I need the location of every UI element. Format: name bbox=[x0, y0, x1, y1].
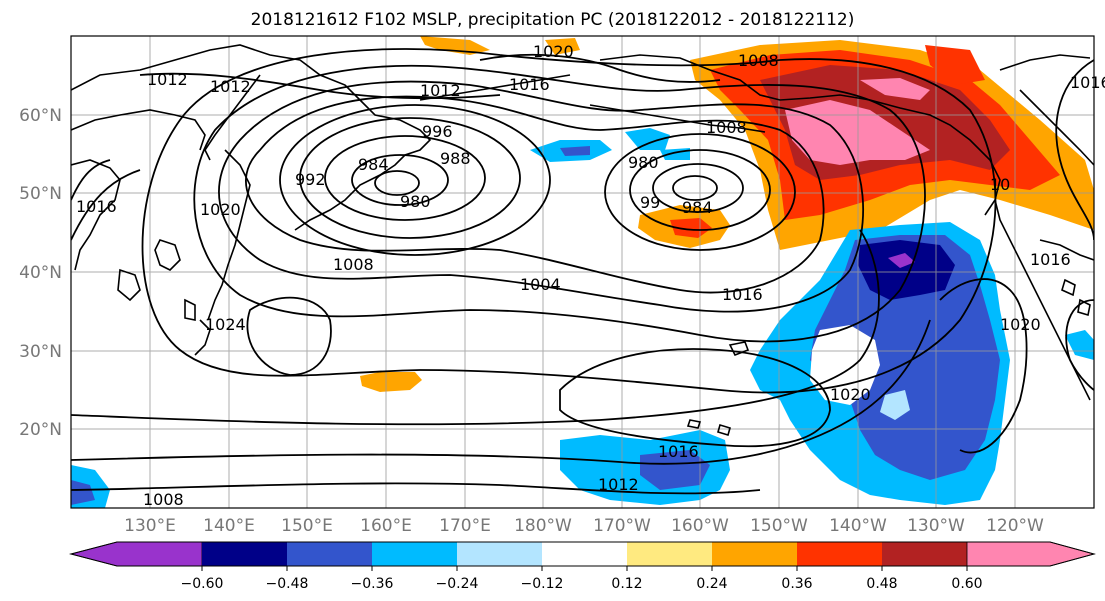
contour-label: 1016 bbox=[722, 285, 763, 304]
contour-label: 1016 bbox=[1070, 73, 1105, 92]
negative-anomaly-east-pacific-hole2 bbox=[880, 390, 910, 420]
mslp-contours bbox=[71, 48, 1094, 495]
colorbar-tick-labels: −0.60 −0.48 −0.36 −0.24 −0.12 0.12 0.24 … bbox=[181, 576, 983, 592]
contour-label: 984 bbox=[358, 155, 389, 174]
contour-labels: 1020 1016 1012 1012 1008 996 984 988 980… bbox=[76, 42, 1105, 509]
colorbar-seg-7 bbox=[712, 542, 797, 566]
contour-label: 1016 bbox=[658, 442, 699, 461]
lon-label: 150°W bbox=[750, 516, 808, 536]
lon-label: 130°E bbox=[124, 516, 176, 536]
colorbar-tick-label: 0.36 bbox=[781, 576, 812, 592]
lon-label: 160°E bbox=[360, 516, 412, 536]
map-title: 2018121612 F102 MSLP, precipitation PC (… bbox=[250, 10, 855, 30]
lon-label: 140°E bbox=[203, 516, 255, 536]
contour-label: 1016 bbox=[1030, 250, 1071, 269]
colorbar-tick-label: 0.60 bbox=[951, 576, 982, 592]
contour-label: 1012 bbox=[147, 70, 188, 89]
negative-anomaly-north3 bbox=[660, 148, 690, 160]
map-frame bbox=[70, 35, 1095, 509]
lat-label: 20°N bbox=[19, 420, 62, 440]
colorbar-tick-label: −0.48 bbox=[266, 576, 309, 592]
negative-anomaly-north1-core bbox=[560, 146, 590, 156]
colorbar-seg-9 bbox=[882, 542, 967, 566]
colorbar: −0.60 −0.48 −0.36 −0.24 −0.12 0.12 0.24 … bbox=[69, 541, 1096, 592]
contour-label: 1020 bbox=[1000, 315, 1041, 334]
colorbar-tick-label: 0.48 bbox=[866, 576, 897, 592]
contour-label: 1008 bbox=[738, 51, 779, 70]
lat-label: 50°N bbox=[19, 184, 62, 204]
lat-label: 40°N bbox=[19, 263, 62, 283]
lon-label: 160°W bbox=[671, 516, 729, 536]
negative-anomaly-sw-core bbox=[71, 480, 95, 505]
negative-anomaly-north2 bbox=[625, 128, 670, 150]
contour-label: 1008 bbox=[706, 118, 747, 137]
lon-label: 130°W bbox=[907, 516, 965, 536]
colorbar-seg-4 bbox=[457, 542, 542, 566]
contour-label: 1012 bbox=[420, 81, 461, 100]
colorbar-tick-label: 0.24 bbox=[696, 576, 727, 592]
lon-label: 170°W bbox=[593, 516, 651, 536]
contour-label: 1004 bbox=[520, 275, 561, 294]
contour-label: 988 bbox=[440, 149, 471, 168]
lon-label: 140°W bbox=[829, 516, 887, 536]
contour-label: 984 bbox=[682, 198, 713, 217]
colorbar-seg-2 bbox=[287, 542, 372, 566]
contour-label: 1016 bbox=[76, 197, 117, 216]
contour-label: 1020 bbox=[533, 42, 574, 61]
contour-label: 980 bbox=[628, 153, 659, 172]
positive-anomaly-small bbox=[360, 372, 422, 392]
gridlines bbox=[71, 36, 1094, 508]
lat-label: 60°N bbox=[19, 106, 62, 126]
colorbar-seg-8 bbox=[797, 542, 882, 566]
negative-anomaly-east-pacific-core bbox=[858, 240, 955, 300]
contour-label: 1012 bbox=[210, 77, 251, 96]
negative-anomaly-east-pacific-hole bbox=[810, 325, 880, 405]
contour-label: 1024 bbox=[205, 315, 246, 334]
latitude-labels: 60°N 50°N 40°N 30°N 20°N bbox=[19, 106, 62, 440]
lat-label: 30°N bbox=[19, 342, 62, 362]
colorbar-outline bbox=[69, 541, 1096, 567]
lon-label: 120°W bbox=[986, 516, 1044, 536]
colorbar-tick-label: −0.24 bbox=[436, 576, 479, 592]
colorbar-tick-label: −0.12 bbox=[521, 576, 564, 592]
positive-anomaly-top3 bbox=[925, 45, 985, 85]
contour-label: 1012 bbox=[598, 475, 639, 494]
negative-anomaly-east-pacific-purple bbox=[888, 253, 915, 268]
positive-anomaly-central-red bbox=[670, 218, 712, 238]
lon-label: 150°E bbox=[281, 516, 333, 536]
contour-label: 10 bbox=[990, 175, 1010, 194]
positive-anomaly-top2 bbox=[545, 38, 580, 55]
contour-label: 1016 bbox=[509, 75, 550, 94]
colorbar-seg-3 bbox=[372, 542, 457, 566]
contour-label: 996 bbox=[422, 122, 453, 141]
colorbar-tick-label: −0.60 bbox=[181, 576, 224, 592]
contour-label: 1008 bbox=[333, 255, 374, 274]
colorbar-seg-5 bbox=[542, 542, 627, 566]
contour-label: 1008 bbox=[143, 490, 184, 509]
colorbar-tick-label: 0.12 bbox=[611, 576, 642, 592]
colorbar-seg-1 bbox=[202, 542, 287, 566]
negative-anomaly-west-coast bbox=[1065, 330, 1094, 360]
contour-label: 1020 bbox=[200, 200, 241, 219]
contour-label: 980 bbox=[400, 192, 431, 211]
contour-label: 1020 bbox=[830, 385, 871, 404]
negative-anomaly-south-core bbox=[640, 450, 710, 490]
positive-anomaly-top bbox=[420, 36, 490, 55]
lon-label: 170°E bbox=[439, 516, 491, 536]
contour-label: 992 bbox=[295, 170, 326, 189]
colorbar-seg-10 bbox=[966, 541, 1096, 567]
colorbar-tick-label: −0.36 bbox=[351, 576, 394, 592]
positive-anomaly-ne-pacific-pink2 bbox=[860, 78, 930, 100]
contour-label: 99 bbox=[640, 193, 660, 212]
colorbar-ticks bbox=[201, 566, 968, 571]
colorbar-seg-6 bbox=[627, 542, 712, 566]
colorbar-seg-0 bbox=[69, 541, 203, 567]
longitude-labels: 130°E 140°E 150°E 160°E 170°E 180°W 170°… bbox=[124, 516, 1044, 536]
lon-label: 180°W bbox=[514, 516, 572, 536]
